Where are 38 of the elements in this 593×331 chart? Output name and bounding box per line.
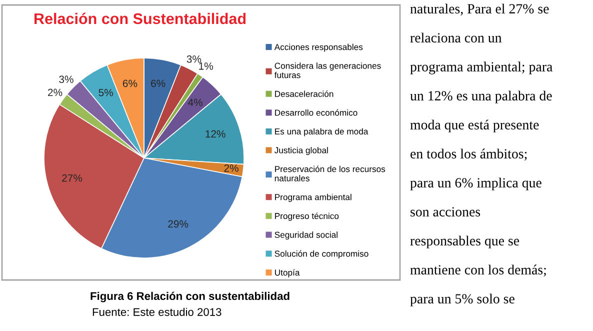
legend-label: Es una palabra de moda: [275, 128, 368, 136]
text: un 12% es una palabra de: [410, 90, 552, 104]
text: moda que está presente: [410, 120, 539, 132]
legend-label: Acciones responsables: [274, 44, 363, 52]
data-label: 12%: [206, 130, 226, 138]
text: programa ambiental; para: [410, 62, 552, 74]
text: mantiene con los demás;: [410, 264, 546, 276]
data-label: 4%: [188, 98, 202, 106]
legend-label: Preservación de los recursos naturales: [274, 166, 386, 182]
legend-label: Considera las generaciones futuras: [274, 62, 381, 78]
data-label: 6%: [151, 80, 166, 88]
legend-label: Desaceleración: [275, 90, 334, 97]
legend-label: Seguridad social: [274, 232, 338, 240]
legend-label: Justicia global: [274, 146, 328, 156]
data-label: 5%: [98, 88, 113, 96]
legend-label: Utopía: [275, 269, 300, 278]
data-label: 2%: [48, 88, 62, 96]
text: Figura 6 Relación con sustentabilidad: [90, 292, 290, 302]
legend-label: Solución de compromiso: [274, 250, 368, 258]
text: para un 5% solo se: [410, 294, 514, 306]
text: responsables que se: [410, 236, 520, 248]
legend-label: Programa ambiental: [275, 194, 352, 202]
data-label: 3%: [186, 55, 202, 63]
text: naturales, Para el 27% se: [410, 4, 549, 16]
data-label: 1%: [199, 62, 213, 70]
legend-label: Desarrollo económico: [275, 109, 358, 116]
text: en todos los ámbitos;: [410, 148, 527, 160]
source-note: Fuente: Este estudio 2013: [92, 308, 222, 316]
data-label: 2%: [224, 164, 238, 172]
data-label: 27%: [62, 174, 82, 182]
text: relaciona con un: [410, 32, 502, 42]
data-label: 3%: [59, 76, 74, 84]
text: para un 6% implica que: [410, 178, 542, 190]
chart-title: Relación con Sustentabilidad: [34, 12, 246, 24]
data-label: 29%: [168, 220, 188, 228]
legend-label: Progreso técnico: [275, 212, 339, 221]
data-label: 6%: [122, 80, 138, 88]
text: son acciones: [410, 207, 480, 216]
